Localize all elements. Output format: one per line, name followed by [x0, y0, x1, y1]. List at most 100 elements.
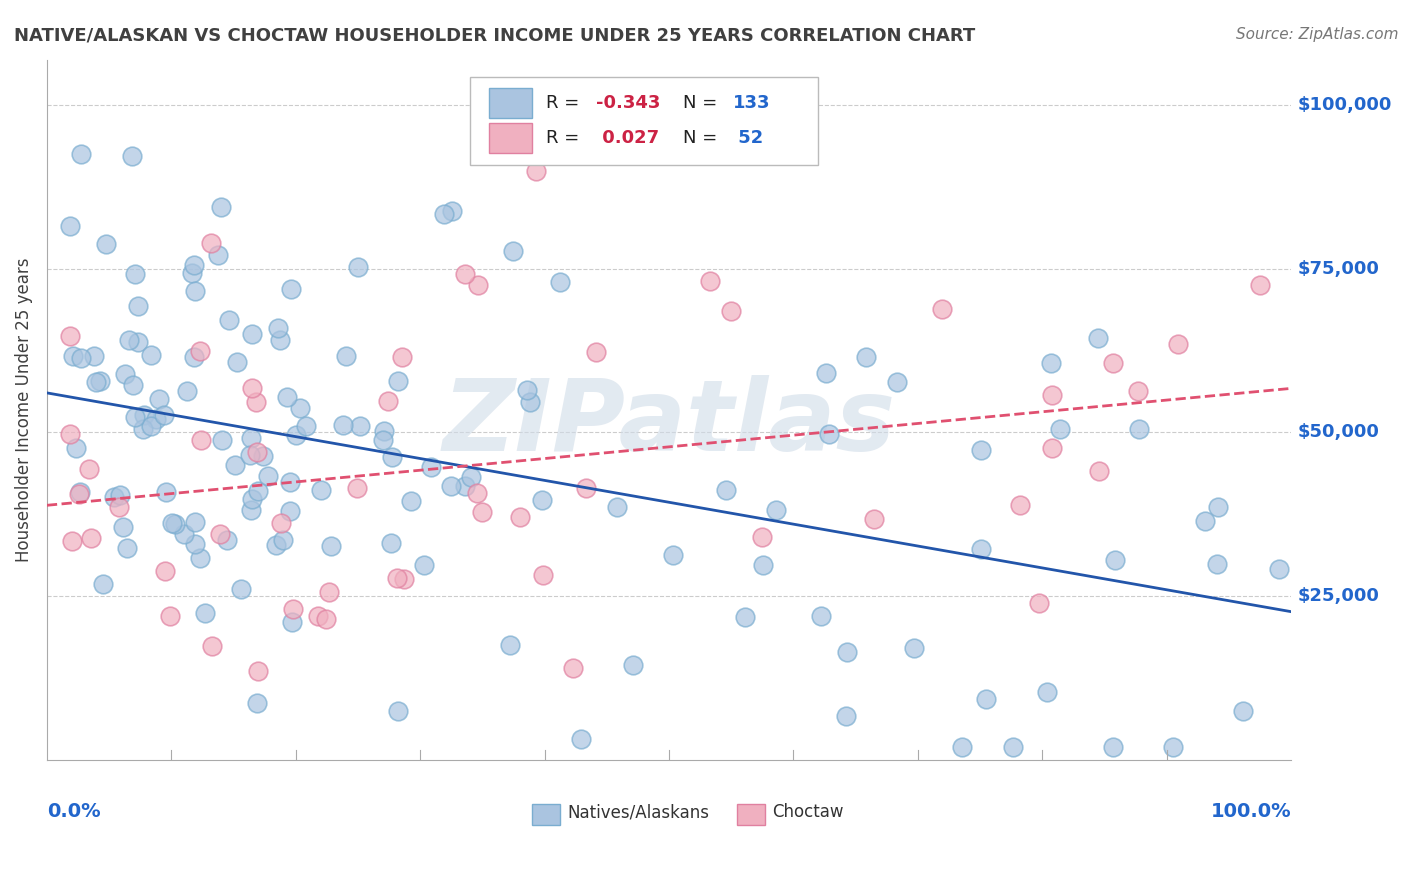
Point [467, 278, 489, 293]
Point [1087, 331, 1109, 345]
Point [285, 428, 308, 442]
Point [465, 486, 488, 500]
Point [818, 426, 841, 441]
Point [124, 267, 146, 281]
Text: -0.343: -0.343 [596, 94, 659, 112]
Text: 52: 52 [733, 129, 763, 147]
Point [401, 493, 423, 508]
Text: 0.0%: 0.0% [46, 802, 100, 821]
Point [201, 639, 224, 653]
Point [246, 664, 269, 678]
Point [931, 302, 953, 317]
Point [1167, 336, 1189, 351]
Point [381, 450, 404, 465]
Point [200, 236, 222, 251]
Point [886, 375, 908, 389]
Point [516, 384, 538, 398]
Point [276, 390, 298, 404]
Point [67, 487, 90, 501]
Point [810, 609, 832, 624]
Point [1232, 704, 1254, 718]
Point [1040, 442, 1063, 456]
Point [460, 470, 482, 484]
Point [59, 427, 82, 442]
Point [454, 478, 477, 492]
Point [970, 542, 993, 557]
Point [509, 509, 531, 524]
Text: $75,000: $75,000 [1298, 260, 1379, 278]
Point [278, 475, 301, 489]
Point [1102, 356, 1125, 370]
Point [387, 571, 409, 585]
Point [83, 350, 105, 364]
Point [231, 582, 253, 596]
Point [371, 433, 394, 447]
Point [311, 483, 333, 497]
Point [1101, 739, 1123, 754]
Point [209, 527, 232, 541]
Point [562, 661, 585, 675]
Point [114, 367, 136, 381]
Point [1163, 739, 1185, 754]
Point [524, 163, 547, 178]
Y-axis label: Householder Income Under 25 years: Householder Income Under 25 years [15, 258, 32, 562]
Point [970, 443, 993, 458]
Point [319, 539, 342, 553]
Point [103, 490, 125, 504]
Point [392, 572, 415, 586]
Point [163, 517, 186, 532]
Text: 0.027: 0.027 [596, 129, 659, 147]
Point [1087, 463, 1109, 477]
Point [245, 394, 267, 409]
Point [569, 732, 592, 747]
Point [173, 526, 195, 541]
Point [176, 384, 198, 398]
Point [855, 350, 877, 364]
Point [574, 481, 596, 495]
Point [950, 739, 973, 754]
Point [70, 147, 93, 161]
Point [734, 610, 756, 624]
Point [194, 606, 217, 620]
Point [290, 401, 312, 415]
Point [145, 412, 167, 426]
FancyBboxPatch shape [489, 88, 531, 118]
Point [280, 282, 302, 296]
Point [441, 203, 464, 218]
Point [499, 638, 522, 652]
Point [108, 487, 131, 501]
Point [335, 350, 357, 364]
Point [84, 376, 107, 390]
Point [107, 500, 129, 514]
Point [77, 461, 100, 475]
Point [269, 333, 291, 347]
Point [531, 568, 554, 582]
Point [127, 335, 149, 350]
Point [453, 267, 475, 281]
Point [69, 485, 91, 500]
Point [412, 558, 434, 573]
Point [141, 348, 163, 362]
Point [420, 459, 443, 474]
FancyBboxPatch shape [489, 123, 531, 153]
Point [59, 328, 82, 343]
Point [122, 377, 145, 392]
Point [519, 394, 541, 409]
Point [207, 248, 229, 262]
Point [440, 479, 463, 493]
Point [70, 351, 93, 365]
Text: 100.0%: 100.0% [1211, 802, 1291, 821]
Point [132, 408, 155, 422]
Point [240, 503, 263, 517]
Point [94, 236, 117, 251]
Point [240, 381, 263, 395]
Text: N =: N = [683, 129, 723, 147]
Point [1040, 388, 1063, 402]
Point [295, 419, 318, 434]
Point [1049, 422, 1071, 436]
Point [606, 500, 628, 515]
Point [162, 516, 184, 530]
Point [183, 258, 205, 272]
Point [502, 244, 524, 258]
Point [65, 442, 87, 456]
